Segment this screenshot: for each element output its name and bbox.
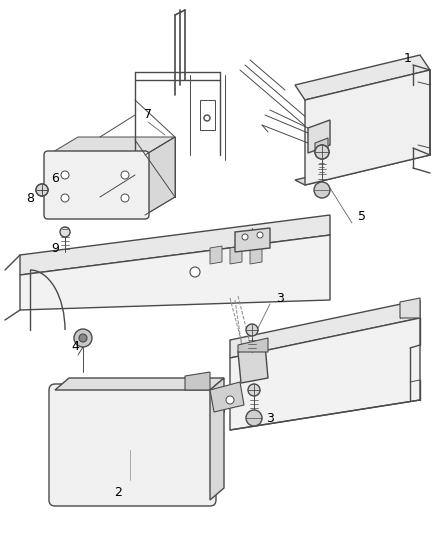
Circle shape <box>245 324 258 336</box>
Circle shape <box>313 182 329 198</box>
Polygon shape <box>145 137 175 215</box>
Polygon shape <box>230 300 419 358</box>
Polygon shape <box>230 318 419 430</box>
Circle shape <box>121 171 129 179</box>
Circle shape <box>36 184 48 196</box>
Polygon shape <box>399 298 419 318</box>
Circle shape <box>245 410 261 426</box>
Circle shape <box>241 234 247 240</box>
Circle shape <box>121 194 129 202</box>
Circle shape <box>79 334 87 342</box>
Circle shape <box>256 232 262 238</box>
Circle shape <box>247 384 259 396</box>
Polygon shape <box>78 137 175 197</box>
Text: 2: 2 <box>114 486 122 498</box>
Polygon shape <box>48 137 175 155</box>
FancyBboxPatch shape <box>44 151 148 219</box>
Polygon shape <box>20 235 329 310</box>
Circle shape <box>190 267 200 277</box>
FancyBboxPatch shape <box>49 384 215 506</box>
Polygon shape <box>237 338 267 352</box>
Circle shape <box>36 184 48 196</box>
Circle shape <box>314 145 328 159</box>
Polygon shape <box>249 246 261 264</box>
Circle shape <box>60 227 70 237</box>
Polygon shape <box>314 138 327 153</box>
Circle shape <box>226 396 233 404</box>
Polygon shape <box>209 378 223 500</box>
Polygon shape <box>294 150 429 185</box>
Text: 8: 8 <box>26 191 34 205</box>
Polygon shape <box>55 378 223 390</box>
Polygon shape <box>209 382 244 412</box>
Polygon shape <box>307 120 329 153</box>
Text: 3: 3 <box>265 411 273 424</box>
Circle shape <box>61 171 69 179</box>
Polygon shape <box>294 55 429 100</box>
Text: 9: 9 <box>51 241 59 254</box>
Circle shape <box>74 329 92 347</box>
Polygon shape <box>20 215 329 275</box>
Text: 6: 6 <box>51 172 59 184</box>
Polygon shape <box>237 345 267 383</box>
Text: 3: 3 <box>276 292 283 304</box>
Circle shape <box>61 194 69 202</box>
Circle shape <box>314 145 328 159</box>
Polygon shape <box>184 372 209 390</box>
Circle shape <box>204 115 209 121</box>
Polygon shape <box>234 228 269 252</box>
Polygon shape <box>200 100 215 130</box>
Polygon shape <box>304 70 429 185</box>
Text: 5: 5 <box>357 211 365 223</box>
Polygon shape <box>230 246 241 264</box>
Text: 1: 1 <box>403 52 411 64</box>
Text: 7: 7 <box>144 109 152 122</box>
Polygon shape <box>209 246 222 264</box>
Text: 4: 4 <box>71 341 79 353</box>
